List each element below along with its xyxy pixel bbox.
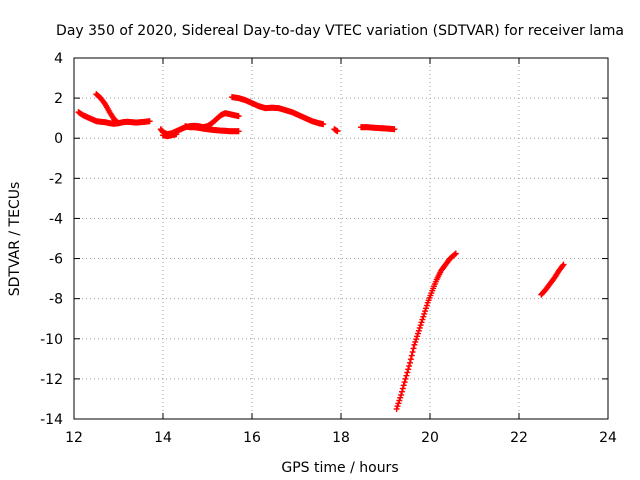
data-point xyxy=(413,336,420,343)
y-tick-label: -4 xyxy=(49,211,63,227)
grid xyxy=(74,58,608,419)
data-point xyxy=(414,330,421,337)
x-tick-label: 22 xyxy=(510,430,528,446)
y-tick-label: -10 xyxy=(40,332,63,348)
data-point xyxy=(417,322,424,329)
data-point xyxy=(398,391,405,398)
data-point xyxy=(400,382,407,389)
data-point xyxy=(397,394,404,401)
data-point xyxy=(402,375,409,382)
plot-frame xyxy=(73,57,609,420)
data-point xyxy=(146,118,153,125)
x-axis-label: GPS time / hours xyxy=(281,460,398,476)
y-tick-label: 2 xyxy=(54,91,63,107)
y-tick-label: -12 xyxy=(40,372,63,388)
y-tick-label: 4 xyxy=(54,51,63,67)
x-tick-label: 14 xyxy=(154,430,172,446)
data-point xyxy=(115,120,122,127)
y-tick-label: -14 xyxy=(40,412,63,428)
x-tick-label: 24 xyxy=(599,430,617,446)
data-point xyxy=(451,251,458,258)
data-point xyxy=(401,379,408,386)
y-tick-label: -8 xyxy=(49,292,63,308)
data-point xyxy=(403,372,410,379)
data-point xyxy=(394,403,401,410)
x-tick-label: 18 xyxy=(332,430,350,446)
x-tick-labels: 12 14 16 18 20 22 24 xyxy=(65,430,617,446)
data-point xyxy=(422,308,429,315)
data-point xyxy=(422,305,429,312)
data-point xyxy=(421,310,428,317)
data-point xyxy=(399,385,406,392)
data-point xyxy=(409,349,416,356)
data-point xyxy=(452,250,459,257)
data-point xyxy=(415,327,422,334)
data-point xyxy=(404,369,411,376)
data-point xyxy=(173,131,180,138)
data-point xyxy=(418,319,425,326)
y-tick-labels: 4 2 0 -2 -4 -6 -8 -10 -12 -14 xyxy=(40,51,63,428)
data-point xyxy=(420,313,427,320)
data-point xyxy=(405,366,412,373)
data-point xyxy=(396,397,403,404)
data-point xyxy=(559,262,566,269)
chart-title: Day 350 of 2020, Sidereal Day-to-day VTE… xyxy=(56,23,624,39)
data-point xyxy=(393,405,400,412)
y-tick-label: -6 xyxy=(49,252,63,268)
data-point xyxy=(416,324,423,331)
data-point xyxy=(419,316,426,323)
data-point xyxy=(408,352,415,359)
data-points xyxy=(75,91,567,412)
data-point xyxy=(320,121,327,128)
x-tick-label: 16 xyxy=(243,430,261,446)
data-point xyxy=(235,113,242,120)
y-tick-label: -2 xyxy=(49,171,63,187)
data-point xyxy=(411,341,418,348)
data-point xyxy=(414,333,421,340)
data-point xyxy=(410,345,417,352)
data-point xyxy=(398,388,405,395)
data-point xyxy=(395,400,402,407)
x-tick-label: 12 xyxy=(65,430,83,446)
data-point xyxy=(406,363,413,370)
data-point xyxy=(412,338,419,345)
data-point xyxy=(423,302,430,309)
data-point xyxy=(407,356,414,363)
y-tick-label: 0 xyxy=(54,131,63,147)
data-point xyxy=(406,359,413,366)
data-point xyxy=(235,128,242,135)
data-point xyxy=(391,126,398,133)
x-tick-label: 20 xyxy=(421,430,439,446)
data-point xyxy=(334,128,341,135)
y-axis-label: SDTVAR / TECUs xyxy=(7,182,23,297)
data-point xyxy=(560,261,567,268)
data-point xyxy=(114,119,121,126)
